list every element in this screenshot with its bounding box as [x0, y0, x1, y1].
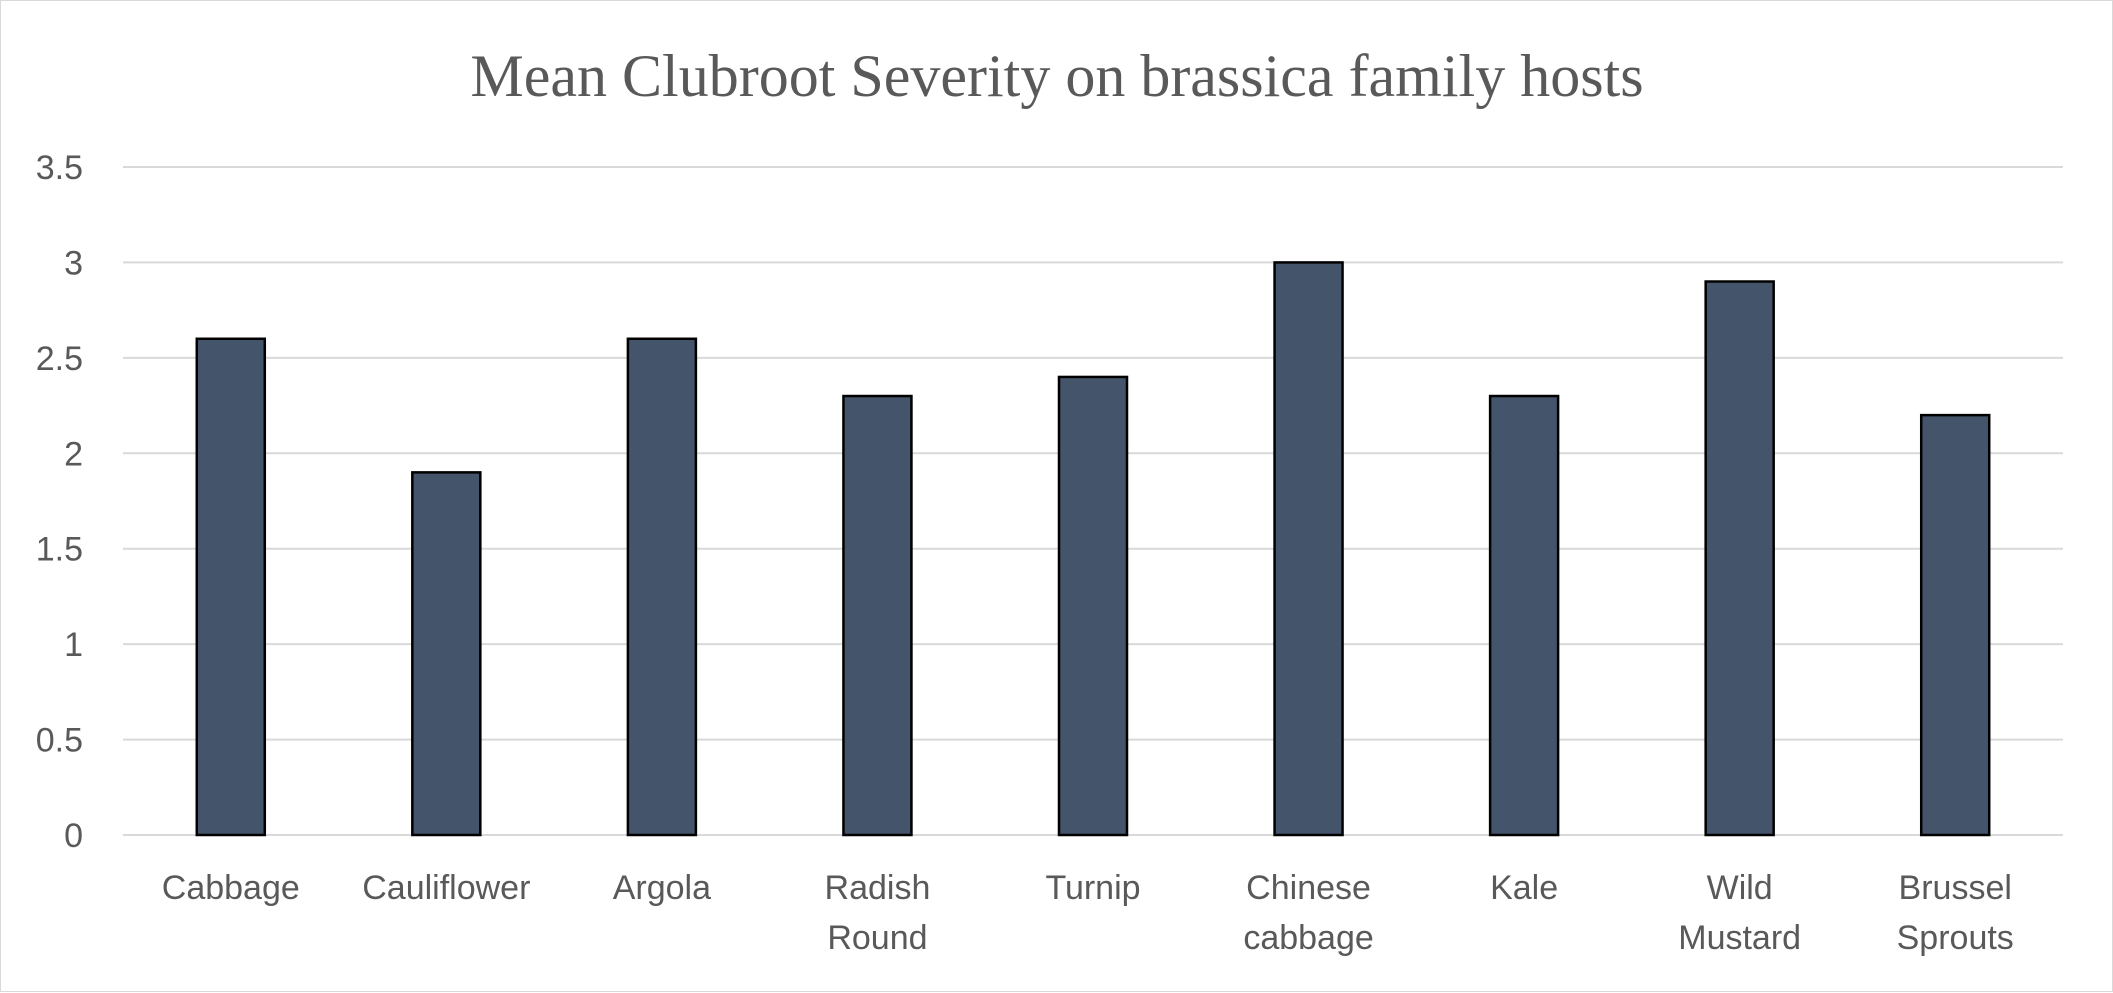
y-tick-label: 3.5 — [36, 149, 83, 187]
bar — [1273, 261, 1344, 837]
bar — [1704, 280, 1775, 837]
x-category-label: Turnip — [1045, 869, 1140, 907]
x-category-label: Wild Mustard — [1678, 869, 1801, 957]
x-category-label: Radish Round — [825, 869, 931, 957]
y-tick-label: 0 — [64, 817, 83, 855]
y-tick-label: 1 — [64, 626, 83, 664]
x-category-label: Kale — [1490, 869, 1558, 907]
y-tick-label: 2 — [64, 435, 83, 473]
y-axis-tick-labels: 0 0.5 1 1.5 2 2.5 3 3.5 — [36, 149, 83, 855]
bar — [842, 394, 913, 837]
bars — [195, 261, 1991, 837]
bar — [1488, 394, 1560, 837]
x-category-label: Cabbage — [162, 869, 300, 907]
bar — [1057, 375, 1129, 837]
x-category-label: Brussel Sprouts — [1897, 869, 2014, 957]
bar — [626, 337, 698, 837]
bar — [195, 337, 267, 837]
y-tick-label: 0.5 — [36, 722, 83, 760]
chart-title: Mean Clubroot Severity on brassica famil… — [470, 43, 1643, 109]
x-category-label: Argola — [613, 869, 711, 907]
x-category-label: Cauliflower — [362, 869, 530, 907]
bar — [411, 471, 482, 837]
x-axis-category-labels: Cabbage Cauliflower Argola Radish Round Turni… — [162, 869, 2014, 957]
x-category-label: Chinese cabbage — [1243, 869, 1373, 957]
y-tick-label: 3 — [64, 244, 83, 282]
y-tick-label: 1.5 — [36, 531, 83, 569]
y-tick-label: 2.5 — [36, 340, 83, 378]
bar — [1919, 413, 1991, 837]
